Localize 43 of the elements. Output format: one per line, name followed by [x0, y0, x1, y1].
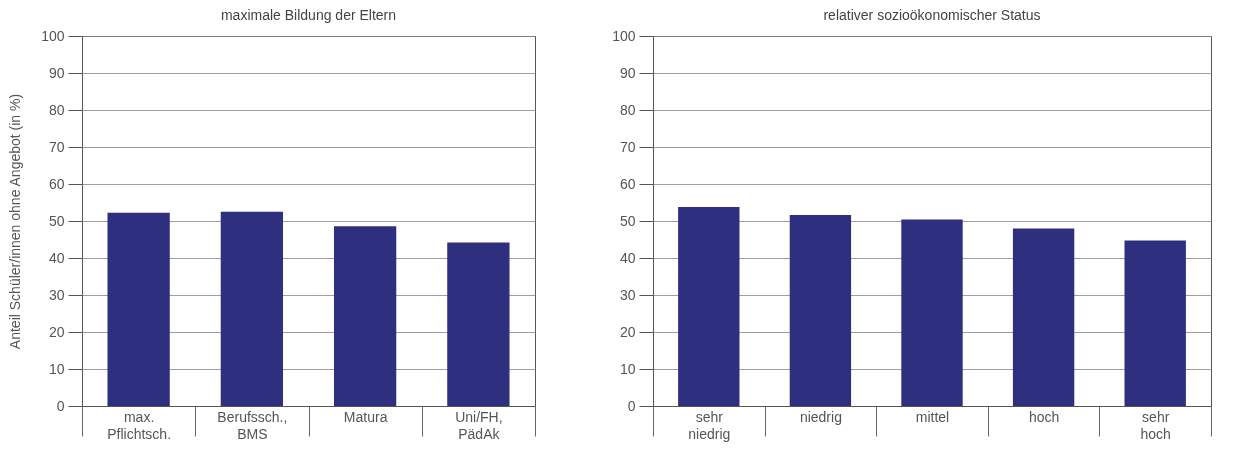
bar [447, 242, 510, 406]
x-tick-label: niedrig [799, 408, 842, 425]
x-tick-label: Berufssch., BMS [217, 408, 288, 442]
y-tick-label: 10 [48, 360, 65, 377]
x-tick-label: max. Pflichtsch. [107, 408, 172, 442]
x-tick-label: sehr hoch [1140, 408, 1171, 442]
y-tick-label: 20 [619, 323, 636, 340]
y-tick-label: 50 [48, 212, 65, 229]
bar [333, 226, 397, 406]
x-tick-label: Uni/FH, PädAk [455, 408, 503, 442]
bar [107, 212, 170, 406]
bar [1124, 240, 1186, 406]
y-tick-label: 0 [56, 397, 65, 414]
x-tick-label: sehr niedrig [688, 408, 731, 442]
y-tick-label: 90 [48, 64, 65, 81]
y-tick-label: 60 [619, 175, 636, 192]
chart-title: maximale Bildung der Eltern [220, 7, 397, 23]
bar [220, 211, 284, 406]
bar [901, 219, 963, 406]
y-tick-label: 50 [619, 212, 636, 229]
bar [678, 206, 740, 406]
x-tick-label: hoch [1028, 408, 1060, 425]
bar [789, 215, 852, 406]
y-tick-label: 90 [619, 64, 636, 81]
y-tick-label: 70 [48, 138, 65, 155]
y-tick-label: 60 [48, 175, 65, 192]
x-tick-label: mittel [915, 408, 950, 425]
x-tick-label: Matura [343, 408, 388, 425]
y-tick-label: 10 [619, 360, 636, 377]
y-axis-title: Anteil Schüler/innen ohne Angebot (in %) [7, 93, 24, 350]
bar [1012, 228, 1075, 406]
chart-title: relativer sozioökonomischer Status [823, 7, 1041, 23]
y-tick-label: 100 [41, 27, 65, 44]
y-tick-label: 40 [48, 249, 65, 266]
y-tick-label: 20 [48, 323, 65, 340]
y-tick-label: 80 [48, 101, 65, 118]
y-tick-label: 0 [627, 397, 636, 414]
y-tick-label: 30 [48, 286, 65, 303]
y-tick-label: 40 [619, 249, 636, 266]
y-tick-label: 70 [619, 138, 636, 155]
y-tick-label: 80 [619, 101, 636, 118]
y-tick-label: 30 [619, 286, 636, 303]
y-tick-label: 100 [612, 27, 636, 44]
